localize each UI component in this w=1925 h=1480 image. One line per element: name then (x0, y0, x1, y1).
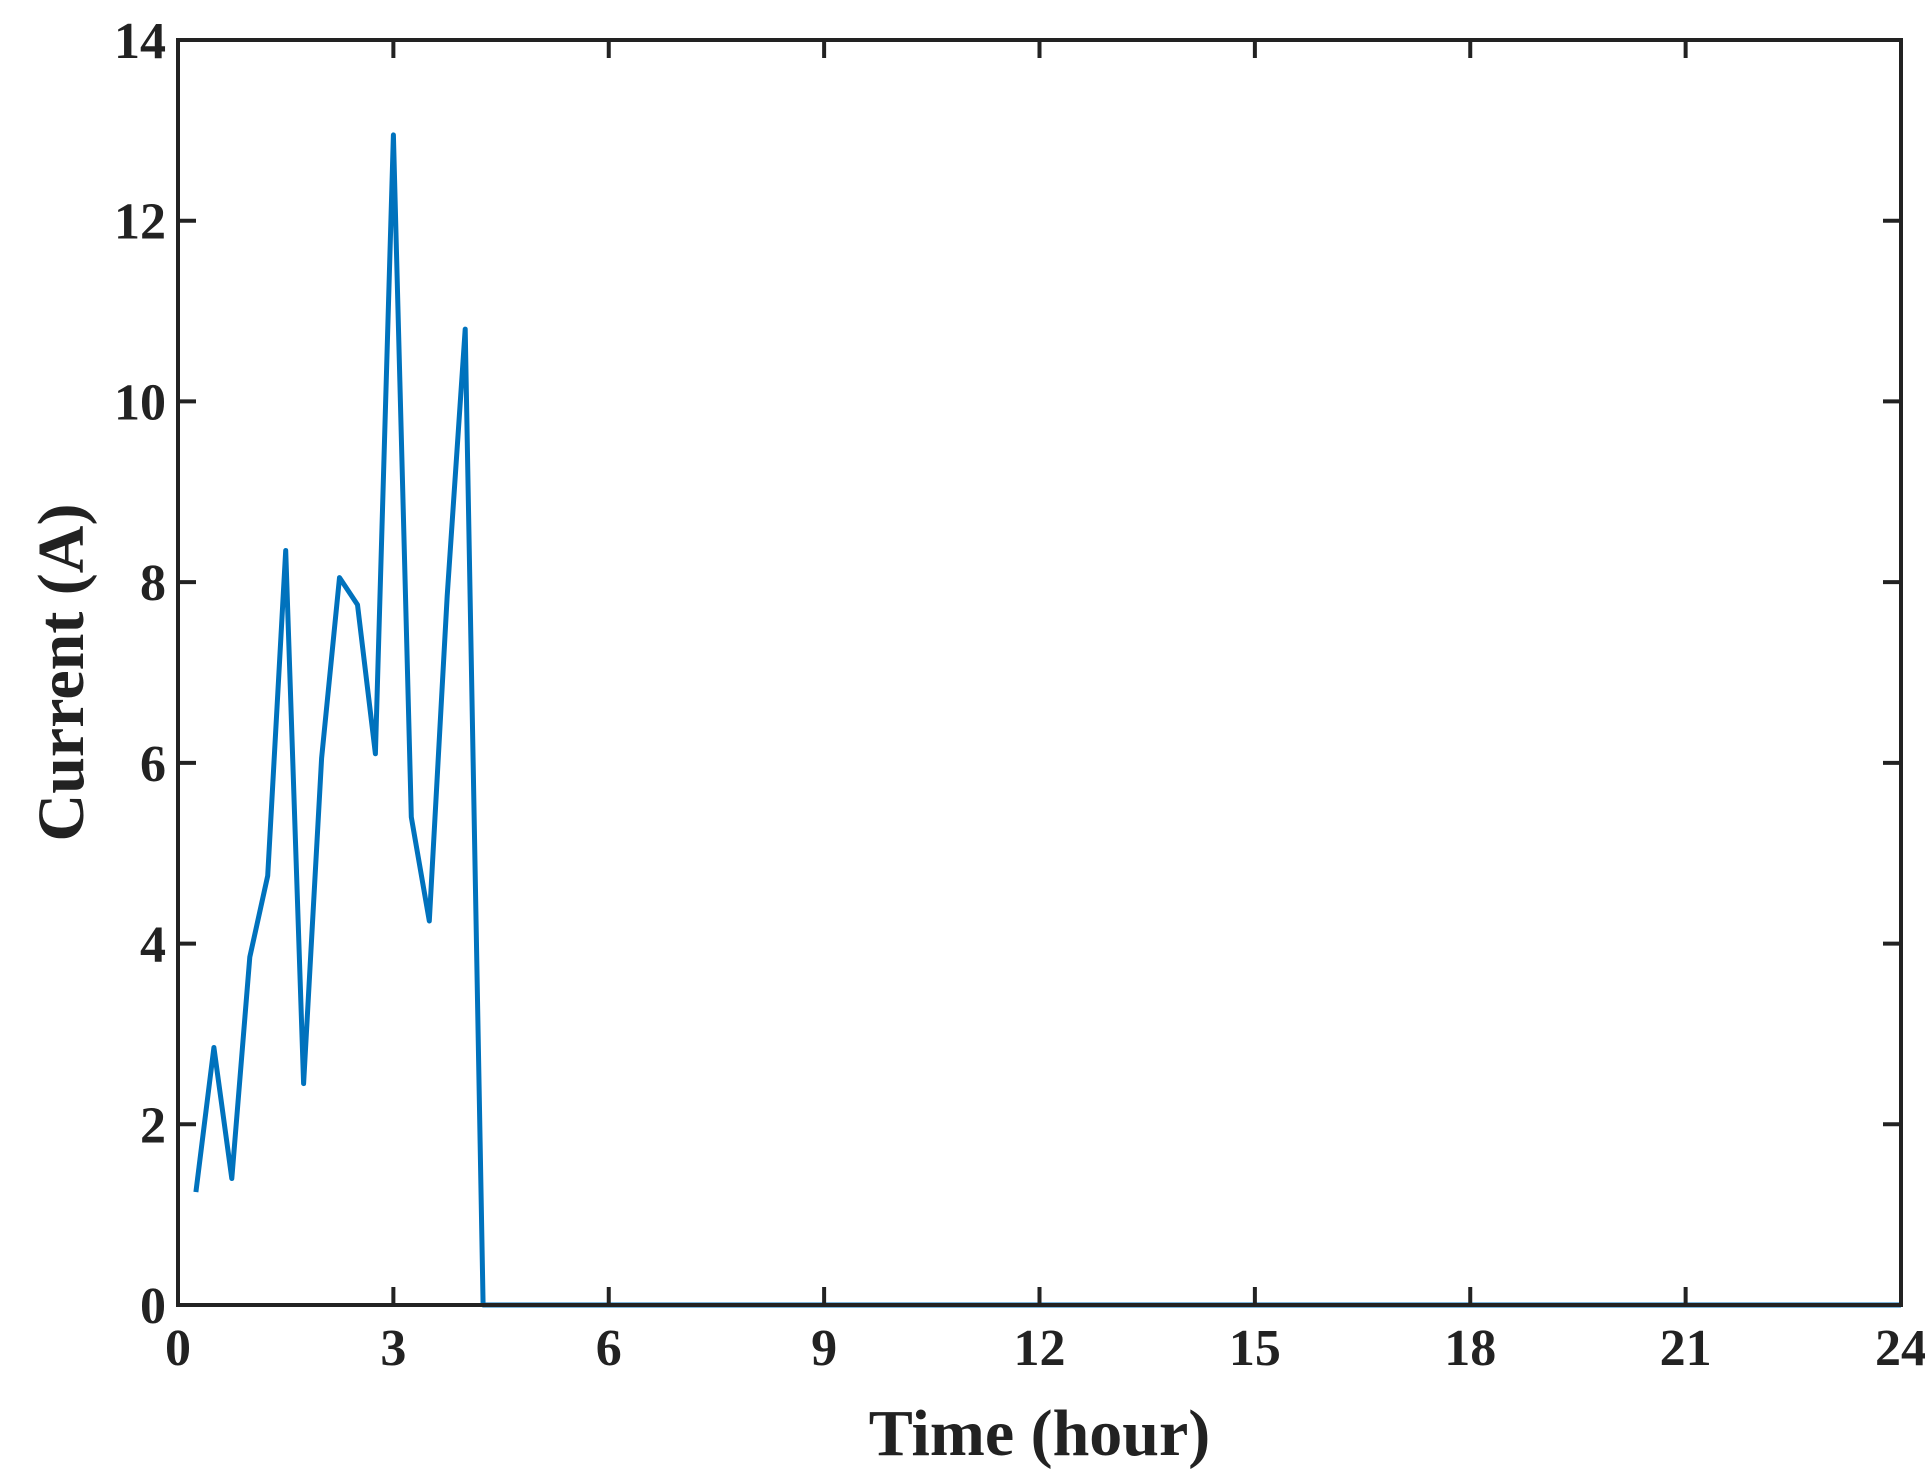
series-line-0 (193, 132, 1901, 1308)
x-tick-label: 3 (380, 1320, 406, 1377)
x-axis-title: Time (hour) (869, 1397, 1211, 1470)
x-tick-label: 15 (1229, 1320, 1281, 1377)
x-tick-label: 24 (1875, 1320, 1925, 1377)
y-tick-label: 4 (140, 917, 166, 974)
y-tick-label: 0 (140, 1278, 166, 1335)
x-tick-label: 9 (811, 1320, 837, 1377)
y-tick-label: 2 (140, 1097, 166, 1154)
x-tick-label: 21 (1660, 1320, 1712, 1377)
y-axis-title: Current (A) (25, 504, 98, 842)
y-tick-label: 12 (114, 194, 166, 251)
plot-frame (176, 38, 1903, 1307)
x-tick-label: 6 (596, 1320, 622, 1377)
y-tick-label: 14 (114, 13, 166, 70)
plot-area (176, 38, 1903, 1308)
x-tick-label: 18 (1444, 1320, 1496, 1377)
x-tick-label: 0 (165, 1320, 191, 1377)
axis-ticks (176, 38, 1903, 1307)
y-tick-label: 8 (140, 555, 166, 612)
y-tick-label: 6 (140, 736, 166, 793)
x-tick-label: 12 (1014, 1320, 1066, 1377)
y-tick-label: 10 (114, 374, 166, 431)
